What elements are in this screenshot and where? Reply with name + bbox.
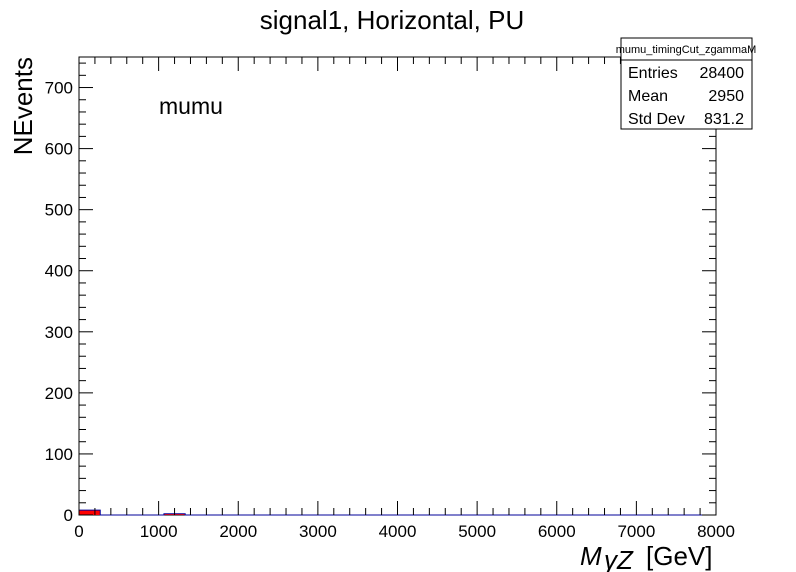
chart-title: signal1, Horizontal, PU bbox=[260, 5, 524, 35]
stats-box: mumu_timingCut_zgammaM Entries 28400 Mea… bbox=[616, 37, 757, 130]
y-tick-label: 300 bbox=[45, 323, 73, 342]
stats-box-title: mumu_timingCut_zgammaM bbox=[616, 44, 757, 56]
x-tick-label: 3000 bbox=[299, 522, 337, 541]
x-tick-label: 8000 bbox=[697, 522, 735, 541]
annotation-label: mumu bbox=[159, 93, 223, 119]
y-axis: 0 100 200 300 400 500 600 700 bbox=[45, 62, 716, 525]
x-tick-label: 0 bbox=[74, 522, 83, 541]
y-tick-label: 0 bbox=[64, 506, 73, 525]
histogram-outline bbox=[78, 509, 717, 516]
y-axis-title: NEvents bbox=[8, 57, 38, 155]
stats-stddev-value: 831.2 bbox=[704, 111, 744, 128]
y-tick-label: 200 bbox=[45, 384, 73, 403]
x-axis-title-unit: [GeV] bbox=[646, 541, 712, 571]
x-axis-title-subscript: γZ bbox=[604, 545, 634, 572]
stats-mean-value: 2950 bbox=[708, 88, 744, 105]
x-tick-label: 6000 bbox=[538, 522, 576, 541]
stats-entries-label: Entries bbox=[628, 65, 678, 82]
x-tick-label: 2000 bbox=[219, 522, 257, 541]
stats-mean-label: Mean bbox=[628, 88, 668, 105]
x-tick-label: 1000 bbox=[140, 522, 178, 541]
x-tick-label: 7000 bbox=[617, 522, 655, 541]
y-tick-label: 500 bbox=[45, 201, 73, 220]
stats-entries-value: 28400 bbox=[700, 65, 745, 82]
y-tick-label: 400 bbox=[45, 262, 73, 281]
stats-box-frame bbox=[620, 37, 753, 130]
x-tick-label: 4000 bbox=[379, 522, 417, 541]
x-tick-label: 5000 bbox=[458, 522, 496, 541]
y-tick-label: 100 bbox=[45, 445, 73, 464]
stats-stddev-label: Std Dev bbox=[628, 111, 685, 128]
y-tick-label: 700 bbox=[45, 79, 73, 98]
x-axis-title-main: M bbox=[580, 541, 602, 571]
histogram-bar bbox=[79, 510, 101, 515]
y-tick-label: 600 bbox=[45, 140, 73, 159]
plot-frame bbox=[78, 56, 717, 516]
x-axis-title: M γZ [GeV] bbox=[580, 541, 712, 572]
x-axis: 0 1000 2000 3000 4000 5000 6000 7000 8000 bbox=[74, 57, 735, 541]
